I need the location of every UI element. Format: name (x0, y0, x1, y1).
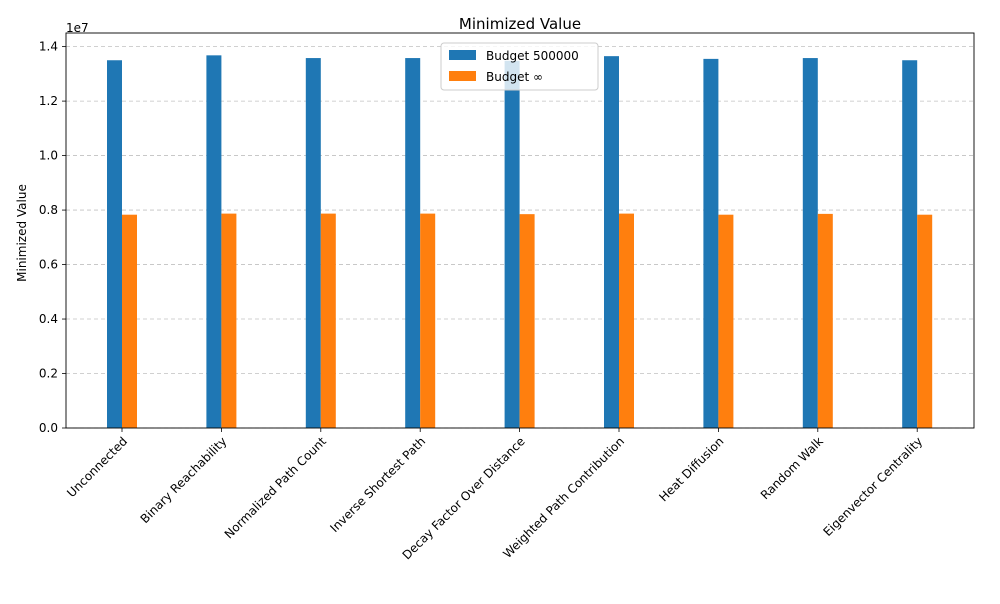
y-tick-label: 0.2 (39, 367, 58, 381)
bar-budget-500000 (405, 58, 421, 428)
plot-frame (65, 32, 975, 429)
bar-budget-infinity (817, 213, 833, 428)
bar-budget-500000 (902, 60, 918, 428)
x-tick-label: Heat Diffusion (656, 434, 726, 504)
bar-budget-infinity (420, 213, 436, 428)
legend-swatch (449, 71, 476, 81)
bar-budget-infinity (718, 214, 734, 428)
bar-budget-infinity (221, 213, 237, 428)
bar-budget-500000 (604, 56, 619, 428)
bar-budget-500000 (703, 58, 719, 429)
x-tick-label: Normalized Path Count (222, 434, 329, 541)
bar-budget-infinity (122, 214, 137, 428)
x-tick-label: Weighted Path Contribution (500, 434, 627, 561)
bar-budget-infinity (619, 213, 634, 428)
bar-budget-infinity (917, 214, 933, 428)
legend: Budget 500000 Budget ∞ (440, 42, 599, 91)
x-tick-label: Inverse Shortest Path (327, 434, 428, 535)
y-axis-label: Minimized Value (15, 184, 29, 282)
bar-budget-500000 (206, 55, 222, 429)
x-tick-label: Unconnected (64, 434, 130, 500)
y-tick-label: 1.4 (39, 40, 58, 54)
chart-title: Minimized Value (459, 15, 581, 33)
bar-budget-infinity (320, 213, 336, 428)
y-tick-label: 0.6 (39, 258, 58, 272)
x-tick-label: Random Walk (758, 434, 826, 502)
y-tick-label: 0.0 (39, 421, 58, 435)
legend-frame (440, 42, 599, 91)
bar-budget-infinity (519, 214, 535, 428)
bar-budget-500000 (305, 58, 321, 428)
x-tick-label: Binary Reachability (138, 434, 230, 526)
x-tick-label: Eigenvector Centrality (821, 434, 926, 539)
y-tick-label: 1.2 (39, 94, 58, 108)
legend-swatch (449, 50, 476, 60)
bar-budget-500000 (802, 58, 818, 428)
y-tick-label: 0.8 (39, 203, 58, 217)
y-tick-label: 0.4 (39, 312, 58, 326)
legend-label: Budget 500000 (486, 49, 579, 63)
y-offset-label: 1e7 (66, 21, 89, 35)
legend-label: Budget ∞ (486, 70, 543, 84)
bar-budget-500000 (504, 60, 520, 429)
bar-budget-500000 (107, 60, 122, 428)
y-tick-label: 1.0 (39, 149, 58, 163)
bar-layer (107, 55, 933, 429)
